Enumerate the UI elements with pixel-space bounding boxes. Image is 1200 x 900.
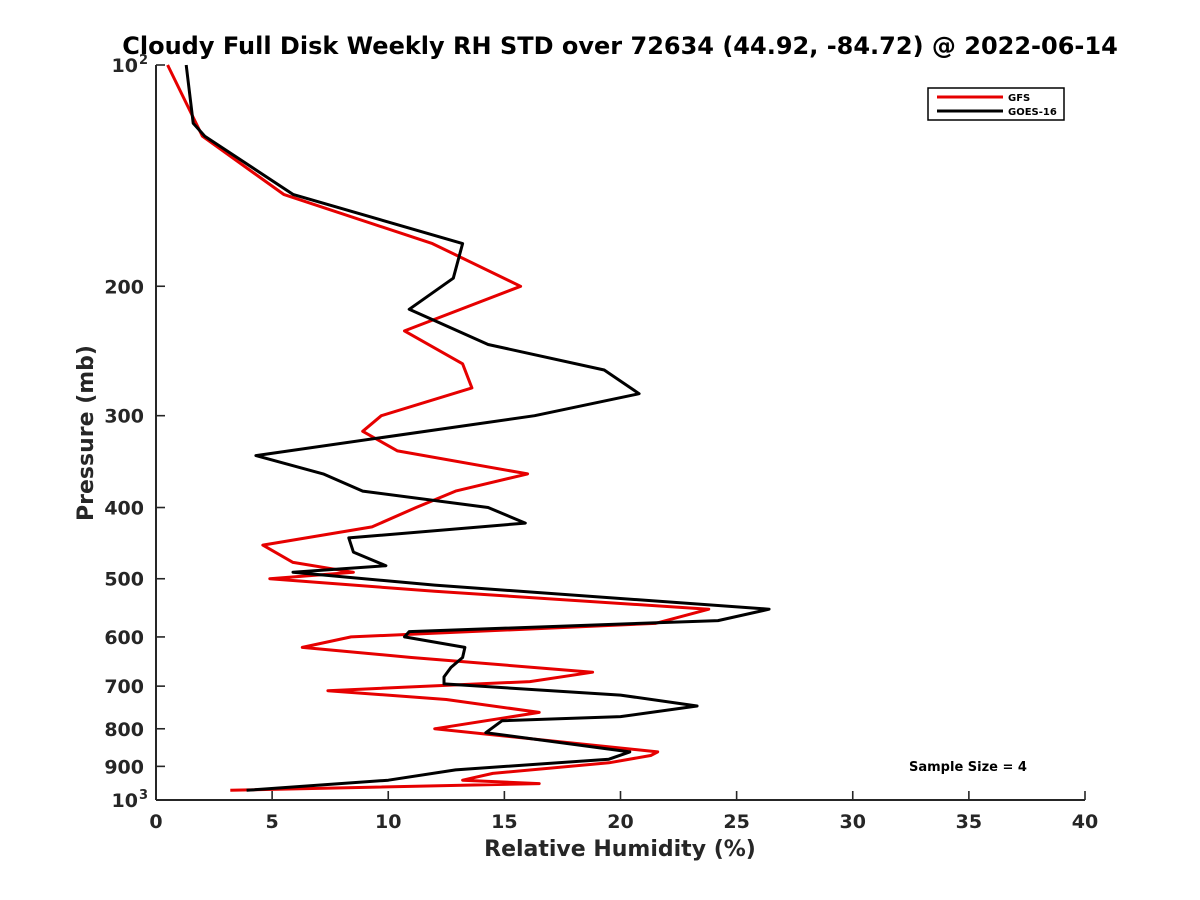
y-tick-exponent: 3 xyxy=(139,788,148,803)
y-tick-label: 900 xyxy=(104,756,144,778)
y-tick-label: 800 xyxy=(104,719,144,741)
x-ticks: 0 5 10 15 20 25 30 35 40 xyxy=(149,791,1098,833)
y-tick-label: 10 xyxy=(112,790,138,812)
y-tick-label: 700 xyxy=(104,676,144,698)
x-tick-label: 30 xyxy=(840,811,866,833)
chart-title: Cloudy Full Disk Weekly RH STD over 7263… xyxy=(122,32,1118,60)
x-tick-label: 0 xyxy=(149,811,162,833)
x-tick-label: 25 xyxy=(723,811,749,833)
x-tick-label: 15 xyxy=(491,811,517,833)
legend-label-0: GFS xyxy=(1008,93,1030,104)
series-line-1 xyxy=(184,64,771,792)
x-tick-label: 40 xyxy=(1072,811,1098,833)
x-tick-label: 5 xyxy=(266,811,279,833)
legend-label-1: GOES-16 xyxy=(1008,107,1057,118)
x-tick-label: 35 xyxy=(956,811,982,833)
y-tick-label: 400 xyxy=(104,498,144,520)
axes-layer xyxy=(155,65,1085,801)
y-tick-label: 200 xyxy=(104,276,144,298)
y-tick-label: 10 xyxy=(112,55,138,77)
x-axis-label: Relative Humidity (%) xyxy=(484,837,756,862)
legend-box xyxy=(927,87,1065,121)
x-tick-label: 10 xyxy=(375,811,401,833)
sample-size-annotation: Sample Size = 4 xyxy=(909,760,1027,775)
series-layer xyxy=(166,64,771,792)
series-line-0 xyxy=(166,64,711,792)
y-tick-label: 300 xyxy=(104,406,144,428)
x-tick-label: 20 xyxy=(607,811,633,833)
y-tick-label: 500 xyxy=(104,569,144,591)
y-tick-label: 600 xyxy=(104,627,144,649)
y-tick-exponent: 2 xyxy=(139,53,148,68)
legend: GFS GOES-16 xyxy=(927,87,1065,121)
y-axis-label: Pressure (mb) xyxy=(74,345,99,521)
